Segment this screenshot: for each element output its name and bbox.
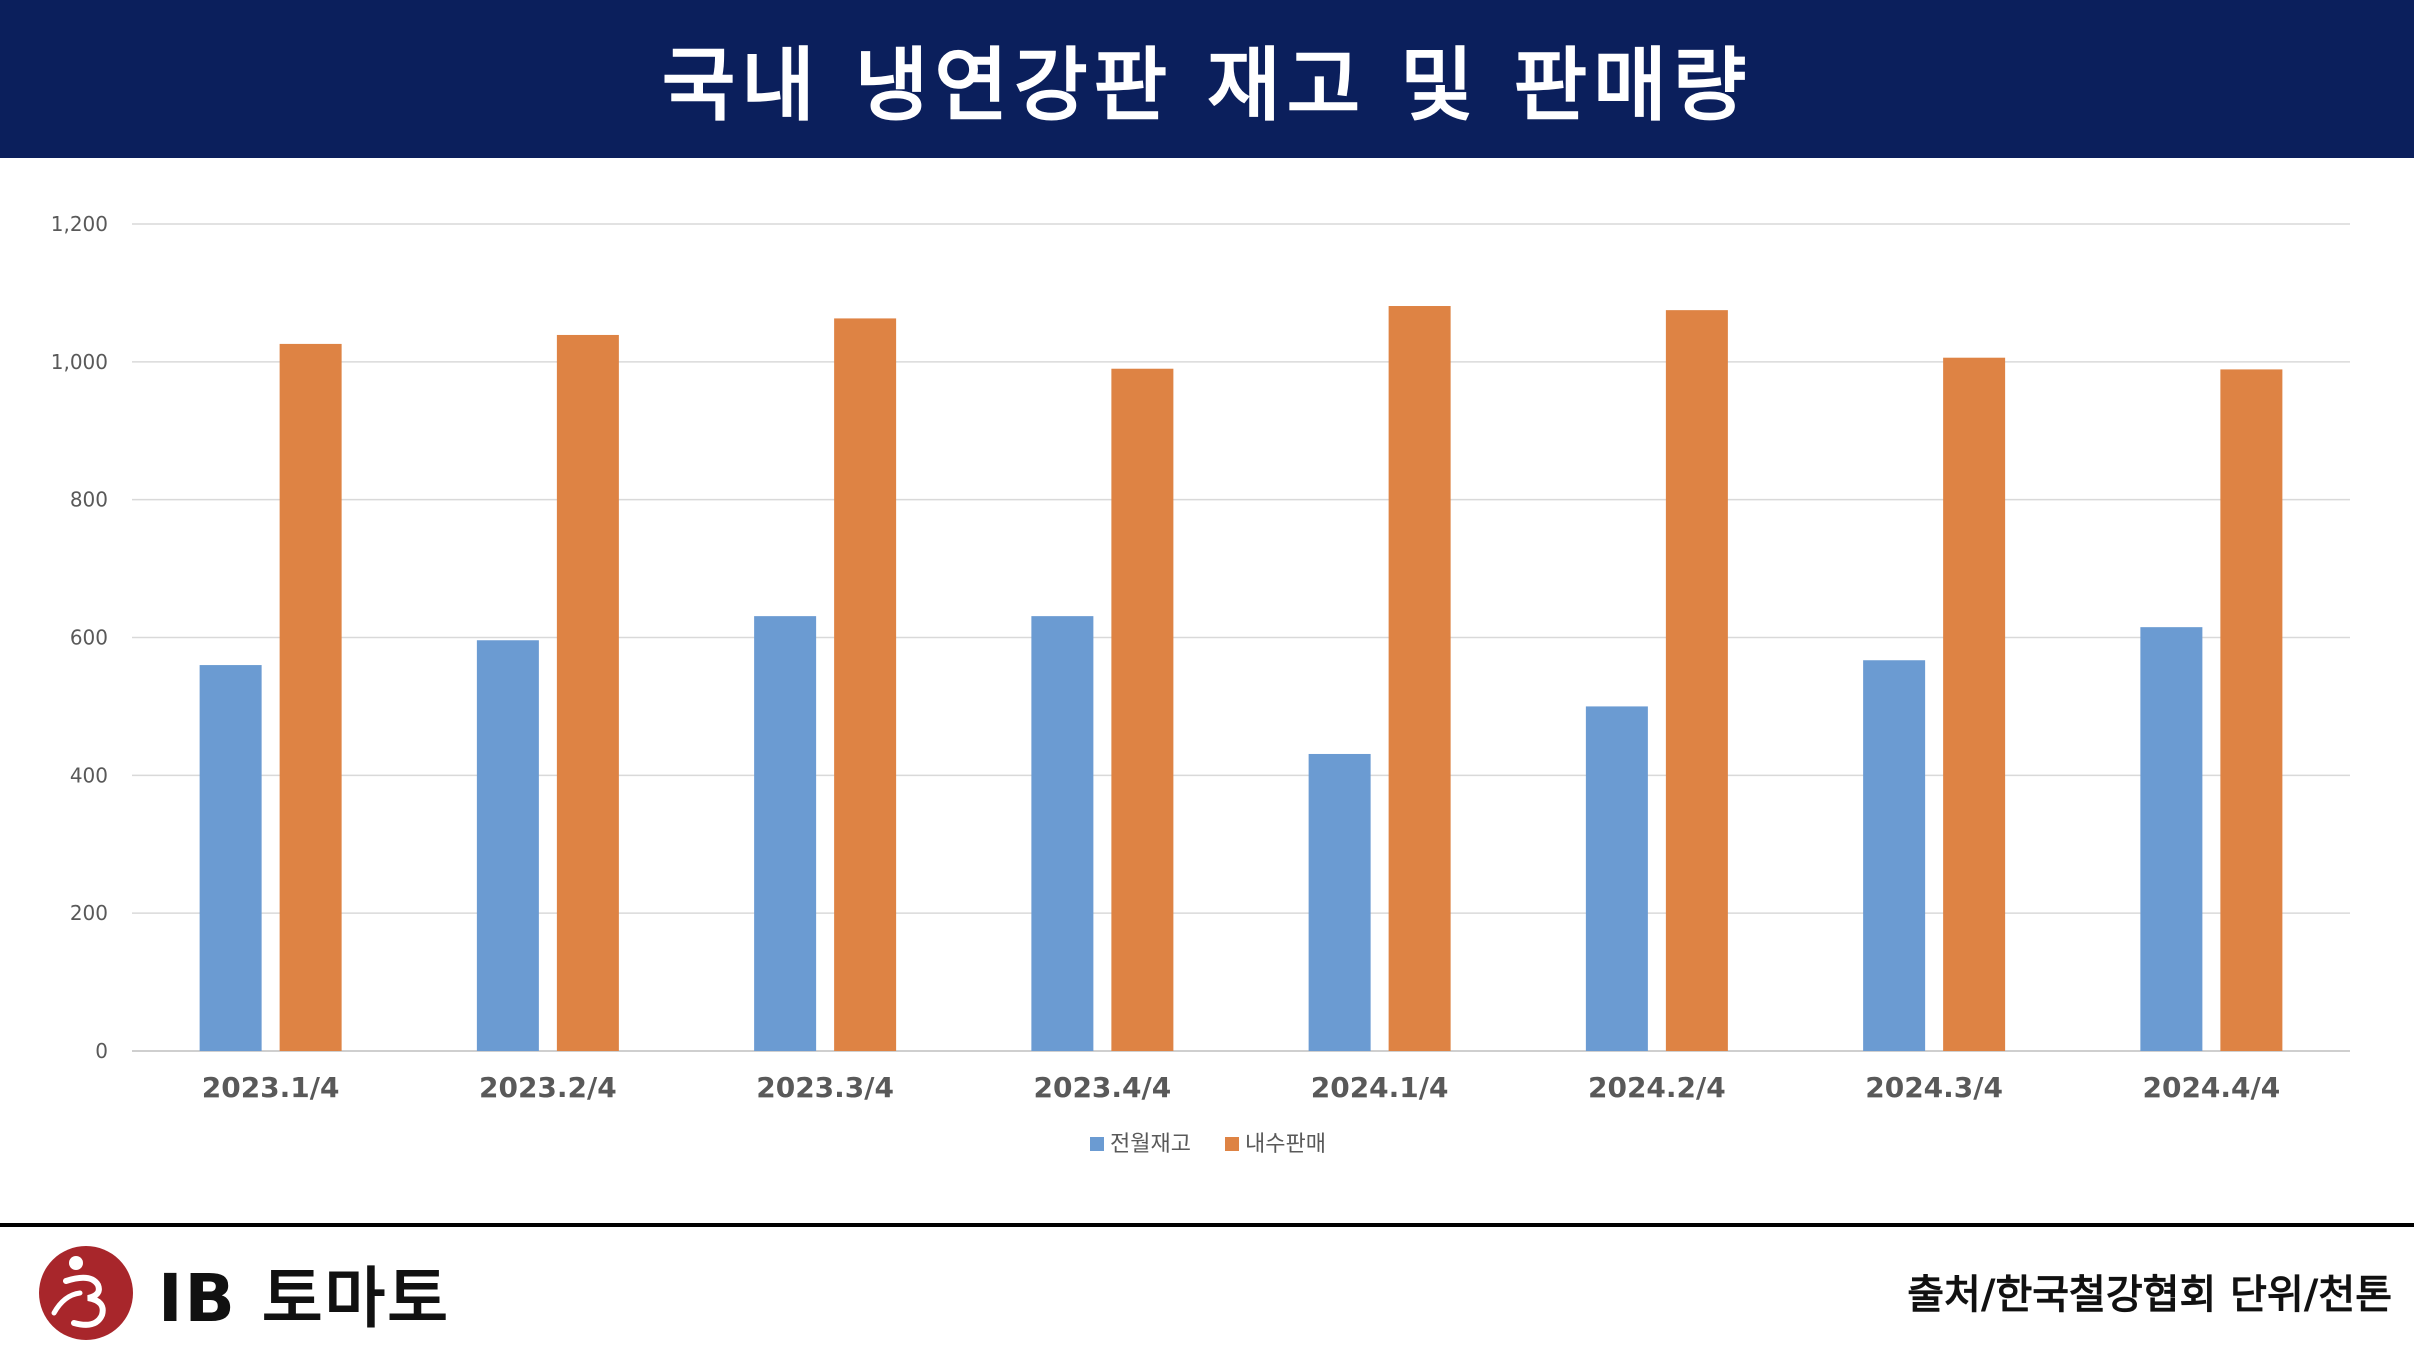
bar-sales [556,334,619,1051]
legend-label: 전월재고 [1110,1132,1191,1157]
source-note: 출처/한국철강협회 단위/천톤 [1907,1272,2392,1318]
bar-inventory [199,665,262,1051]
title-bar: 국내 냉연강판 재고 및 판매량 [0,0,2414,158]
y-axis: 0 200 400 600 800 1,000 1,200 [51,212,108,1063]
bar-sales [834,318,897,1051]
logo-text: IB 토마토 [158,1260,450,1337]
y-tick-label: 800 [70,488,108,512]
bar-inventory [1863,660,1926,1051]
y-tick-label: 600 [70,626,108,650]
x-tick-label: 2023.2/4 [479,1071,617,1104]
x-axis: 2023.1/4 2023.2/4 2023.3/4 2023.4/4 2024.1/4… [202,1071,2281,1104]
bar-sales [1665,310,1728,1051]
gridlines [132,223,2350,1052]
legend: 전월재고 내수판매 [1090,1132,1326,1157]
x-tick-label: 2023.3/4 [756,1071,894,1104]
y-tick-label: 0 [95,1039,108,1063]
bar-sales [1943,357,2006,1051]
y-tick-label: 1,000 [51,350,108,374]
page-title: 국내 냉연강판 재고 및 판매량 [661,39,1753,132]
bars [199,306,2283,1052]
bar-inventory [754,616,817,1051]
bar-inventory [1031,616,1094,1051]
bar-chart: 0 200 400 600 800 1,000 1,200 2023.1/4 2023.2/4… [51,212,2350,1157]
bar-sales [2220,369,2283,1051]
legend-label: 내수판매 [1245,1132,1326,1157]
bar-inventory [2140,627,2203,1051]
bar-sales [279,343,342,1051]
x-tick-label: 2023.4/4 [1033,1071,1171,1104]
bar-inventory [1585,706,1648,1051]
logo-emblem-icon [39,1246,133,1340]
x-tick-label: 2023.1/4 [202,1071,340,1104]
bar-inventory [1308,753,1371,1051]
bar-sales [1111,368,1174,1052]
bar-sales [1388,306,1451,1051]
y-tick-label: 1,200 [51,212,108,236]
footer-divider [0,1223,2414,1227]
legend-swatch [1225,1137,1239,1151]
x-tick-label: 2024.3/4 [1865,1071,2003,1104]
y-tick-label: 200 [70,901,108,925]
x-tick-label: 2024.2/4 [1588,1071,1726,1104]
legend-swatch [1090,1137,1104,1151]
x-tick-label: 2024.1/4 [1311,1071,1449,1104]
y-tick-label: 400 [70,763,108,787]
x-tick-label: 2024.4/4 [2142,1071,2280,1104]
ib-tomato-logo: IB 토마토 [36,1243,450,1343]
bar-inventory [476,640,539,1051]
